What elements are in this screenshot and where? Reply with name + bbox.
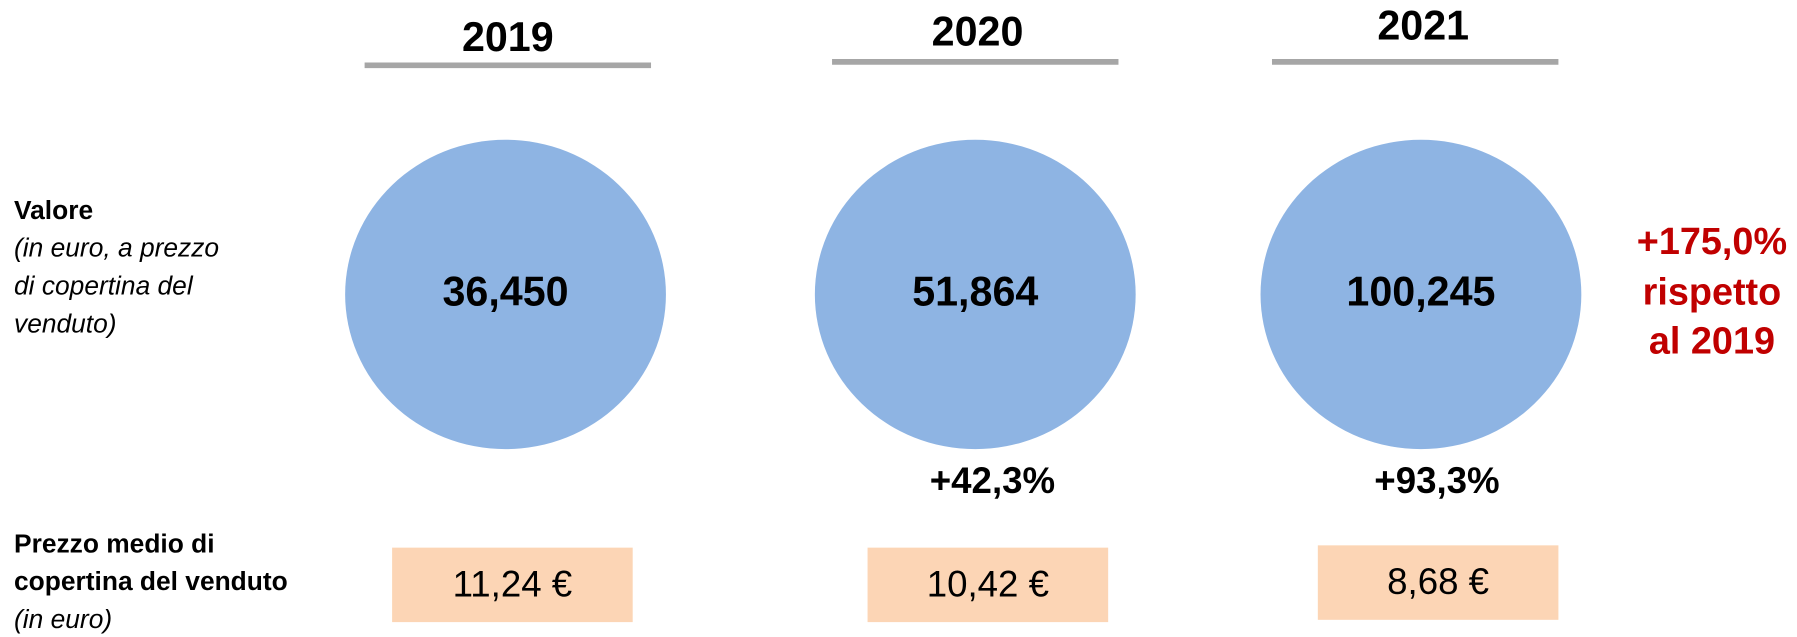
total-change: +175,0%	[1637, 221, 1787, 263]
price: 10,42 €	[927, 563, 1049, 604]
value-note: venduto)	[14, 308, 117, 338]
value-label: Valore	[14, 195, 93, 225]
price: 11,24 €	[453, 563, 573, 604]
value-circle	[814, 139, 1136, 450]
total-change: rispetto	[1643, 271, 1782, 313]
change: +93,3%	[1374, 460, 1499, 501]
value-note: (in euro, a prezzo	[14, 233, 219, 263]
value-circle	[345, 139, 666, 450]
value: 51,864	[912, 268, 1038, 314]
price-label: Prezzo medio di	[14, 528, 215, 558]
price-box	[1317, 545, 1559, 620]
value-note: di copertina del	[14, 271, 194, 301]
value-circle	[1260, 139, 1582, 450]
year: 2021	[1377, 3, 1469, 49]
price: 8,68 €	[1387, 561, 1489, 602]
price-label: copertina del venduto	[14, 566, 288, 596]
total-change: al 2019	[1649, 321, 1775, 363]
year: 2019	[462, 14, 554, 60]
value: 100,245	[1346, 268, 1495, 314]
value: 36,450	[442, 268, 568, 314]
price-note: (in euro)	[14, 604, 112, 634]
year: 2020	[932, 8, 1024, 54]
change: +42,3%	[930, 460, 1055, 501]
price-box	[392, 547, 633, 623]
price-box	[867, 547, 1109, 623]
